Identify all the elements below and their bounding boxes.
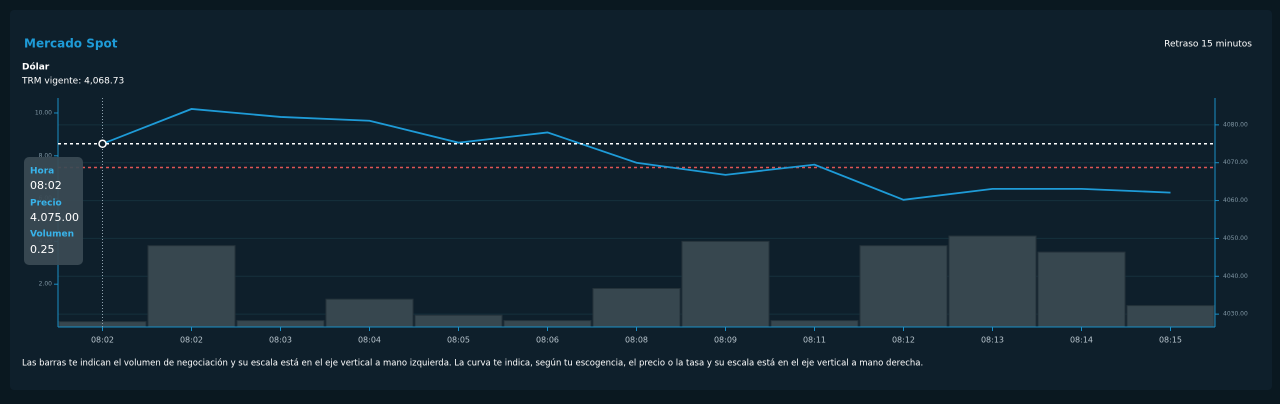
x-tick-label: 08:03 [269, 336, 292, 345]
x-tick-label: 08:14 [1070, 336, 1093, 345]
bar [503, 320, 592, 328]
x-tick-label: 08:06 [536, 336, 559, 345]
tooltip-label: Volumen [30, 230, 74, 240]
bar [681, 240, 770, 328]
x-tick-label: 08:11 [803, 336, 826, 345]
panel [10, 10, 1272, 390]
subtitle: Dólar [22, 62, 50, 73]
x-tick-label: 08:09 [714, 336, 737, 345]
y-tick-label: 2.00 [39, 281, 53, 288]
price-line [102, 108, 1171, 201]
tooltip-value: 0.25 [30, 243, 55, 256]
tooltip-value: 4.075.00 [30, 211, 79, 224]
chart-title: Mercado Spot [24, 37, 118, 51]
bar [948, 235, 1037, 328]
x-tick-label: 08:12 [892, 336, 915, 345]
bar [147, 245, 236, 328]
bar [770, 320, 859, 328]
x-tick-label: 08:15 [1159, 336, 1182, 345]
x-tick-label: 08:13 [981, 336, 1004, 345]
y-tick-label: 10.00 [35, 109, 52, 116]
x-tick-label: 08:02 [180, 336, 203, 345]
bar [325, 298, 414, 328]
tooltip [24, 157, 83, 265]
bar [1126, 305, 1215, 328]
tooltip-label: Hora [30, 167, 54, 177]
x-tick-label: 08:04 [358, 336, 381, 345]
delay: Retraso 15 minutos [1164, 40, 1252, 50]
bar [592, 287, 681, 328]
y2-tick-label: 4030.00 [1223, 311, 1248, 318]
hover-point [98, 139, 107, 149]
y-tick-label: 8.00 [39, 152, 53, 159]
y2-tick-label: 4060.00 [1223, 197, 1248, 204]
note: Las barras te indican el volumen de nego… [22, 358, 923, 369]
y2-tick-label: 4050.00 [1223, 235, 1248, 242]
y2-tick-label: 4070.00 [1223, 159, 1248, 166]
bar [236, 320, 325, 328]
tooltip-label: Precio [30, 199, 62, 209]
bar [1037, 251, 1126, 328]
tooltip-value: 08:02 [30, 179, 62, 192]
y2-tick-label: 4040.00 [1223, 273, 1248, 280]
x-tick-label: 08:05 [447, 336, 470, 345]
x-tick-label: 08:02 [91, 336, 114, 345]
bar [414, 314, 503, 328]
bar [859, 245, 948, 328]
plot: 4030.00 4040.00 4050.00 4060.00 4070.00 4080.… [24, 98, 1248, 345]
y2-tick-label: 4080.00 [1223, 121, 1248, 128]
x-tick-label: 08:08 [625, 336, 648, 345]
trm-text: TRM vigente: 4,068.73 [21, 77, 124, 87]
